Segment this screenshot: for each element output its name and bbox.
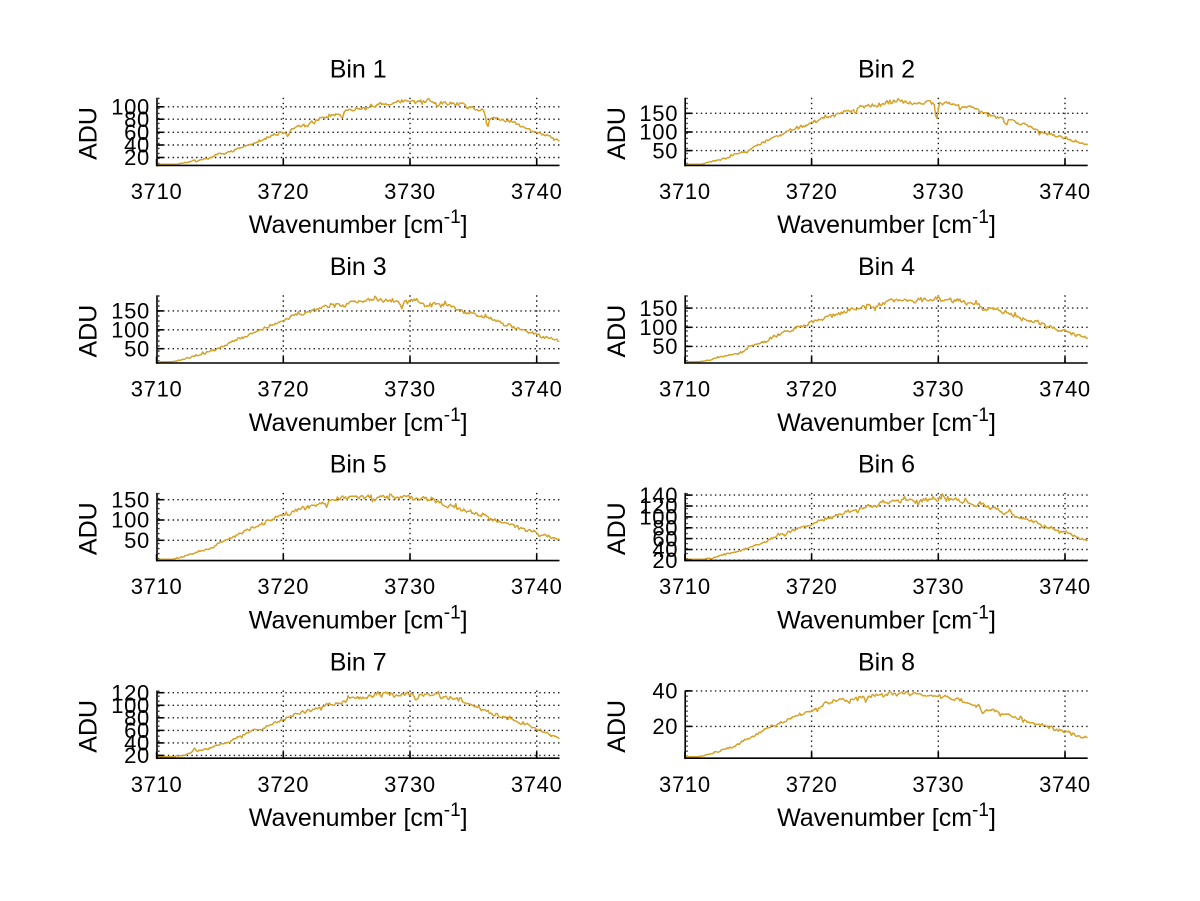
svg-text:Wavenumber [cm-1]: Wavenumber [cm-1] (249, 602, 468, 634)
svg-text:3730: 3730 (384, 377, 436, 402)
svg-text:3720: 3720 (786, 179, 838, 204)
svg-text:50: 50 (124, 336, 150, 361)
svg-text:80: 80 (652, 516, 678, 541)
svg-text:ADU: ADU (603, 305, 631, 358)
svg-text:Bin 6: Bin 6 (858, 451, 915, 479)
svg-text:3730: 3730 (912, 772, 964, 797)
svg-text:40: 40 (124, 133, 150, 158)
svg-text:3720: 3720 (257, 377, 309, 402)
svg-text:3740: 3740 (1039, 574, 1091, 599)
svg-text:100: 100 (111, 508, 150, 533)
svg-text:3710: 3710 (659, 772, 711, 797)
svg-text:Bin 7: Bin 7 (330, 648, 387, 676)
svg-text:60: 60 (124, 718, 150, 743)
svg-text:Bin 1: Bin 1 (330, 56, 387, 84)
svg-text:3740: 3740 (1039, 179, 1091, 204)
svg-text:60: 60 (124, 120, 150, 145)
svg-text:40: 40 (652, 537, 678, 562)
svg-text:60: 60 (652, 526, 678, 551)
svg-text:3740: 3740 (511, 772, 563, 797)
svg-text:3720: 3720 (257, 574, 309, 599)
svg-text:3740: 3740 (511, 377, 563, 402)
svg-text:Wavenumber [cm-1]: Wavenumber [cm-1] (777, 800, 996, 832)
svg-text:50: 50 (652, 138, 678, 163)
svg-text:3740: 3740 (511, 574, 563, 599)
svg-text:20: 20 (124, 145, 150, 170)
svg-text:150: 150 (639, 296, 678, 321)
svg-text:3720: 3720 (257, 772, 309, 797)
svg-text:150: 150 (111, 299, 150, 324)
svg-text:100: 100 (111, 95, 150, 120)
svg-text:140: 140 (639, 483, 678, 508)
svg-text:3710: 3710 (131, 377, 183, 402)
svg-text:3710: 3710 (131, 179, 183, 204)
svg-text:Wavenumber [cm-1]: Wavenumber [cm-1] (777, 207, 996, 239)
svg-text:Bin 3: Bin 3 (330, 253, 387, 281)
svg-text:100: 100 (111, 318, 150, 343)
svg-text:Bin 2: Bin 2 (858, 56, 915, 84)
svg-text:50: 50 (124, 528, 150, 553)
svg-text:3710: 3710 (131, 574, 183, 599)
svg-text:3710: 3710 (131, 772, 183, 797)
svg-text:3720: 3720 (786, 772, 838, 797)
svg-text:3720: 3720 (786, 377, 838, 402)
svg-text:3730: 3730 (912, 179, 964, 204)
svg-text:3740: 3740 (511, 179, 563, 204)
svg-text:100: 100 (639, 315, 678, 340)
svg-text:3730: 3730 (384, 574, 436, 599)
svg-text:20: 20 (652, 548, 678, 573)
svg-text:Bin 4: Bin 4 (858, 253, 915, 281)
svg-text:ADU: ADU (75, 700, 103, 753)
svg-text:3720: 3720 (786, 574, 838, 599)
svg-text:Wavenumber [cm-1]: Wavenumber [cm-1] (777, 405, 996, 437)
svg-text:100: 100 (111, 693, 150, 718)
svg-text:120: 120 (639, 494, 678, 519)
svg-text:3730: 3730 (384, 179, 436, 204)
svg-text:ADU: ADU (75, 107, 103, 160)
svg-text:3740: 3740 (1039, 772, 1091, 797)
svg-text:20: 20 (652, 714, 678, 739)
svg-text:50: 50 (652, 334, 678, 359)
svg-text:ADU: ADU (603, 107, 631, 160)
svg-text:ADU: ADU (75, 502, 103, 555)
svg-text:150: 150 (639, 101, 678, 126)
svg-text:120: 120 (111, 680, 150, 705)
svg-text:ADU: ADU (75, 305, 103, 358)
svg-text:Wavenumber [cm-1]: Wavenumber [cm-1] (249, 800, 468, 832)
svg-text:40: 40 (652, 679, 678, 704)
svg-text:Wavenumber [cm-1]: Wavenumber [cm-1] (249, 207, 468, 239)
svg-text:3730: 3730 (384, 772, 436, 797)
svg-text:ADU: ADU (603, 700, 631, 753)
svg-text:20: 20 (124, 743, 150, 768)
svg-text:150: 150 (111, 487, 150, 512)
svg-text:40: 40 (124, 731, 150, 756)
svg-text:80: 80 (124, 107, 150, 132)
svg-text:3710: 3710 (659, 574, 711, 599)
svg-text:3720: 3720 (257, 179, 309, 204)
svg-text:Wavenumber [cm-1]: Wavenumber [cm-1] (249, 405, 468, 437)
svg-text:ADU: ADU (603, 502, 631, 555)
svg-text:80: 80 (124, 706, 150, 731)
svg-text:100: 100 (639, 120, 678, 145)
svg-text:3710: 3710 (659, 179, 711, 204)
svg-text:3740: 3740 (1039, 377, 1091, 402)
svg-text:Bin 5: Bin 5 (330, 451, 387, 479)
svg-text:Wavenumber [cm-1]: Wavenumber [cm-1] (777, 602, 996, 634)
svg-text:3710: 3710 (659, 377, 711, 402)
svg-text:3730: 3730 (912, 377, 964, 402)
svg-text:Bin 8: Bin 8 (858, 648, 915, 676)
svg-text:100: 100 (639, 505, 678, 530)
svg-text:3730: 3730 (912, 574, 964, 599)
